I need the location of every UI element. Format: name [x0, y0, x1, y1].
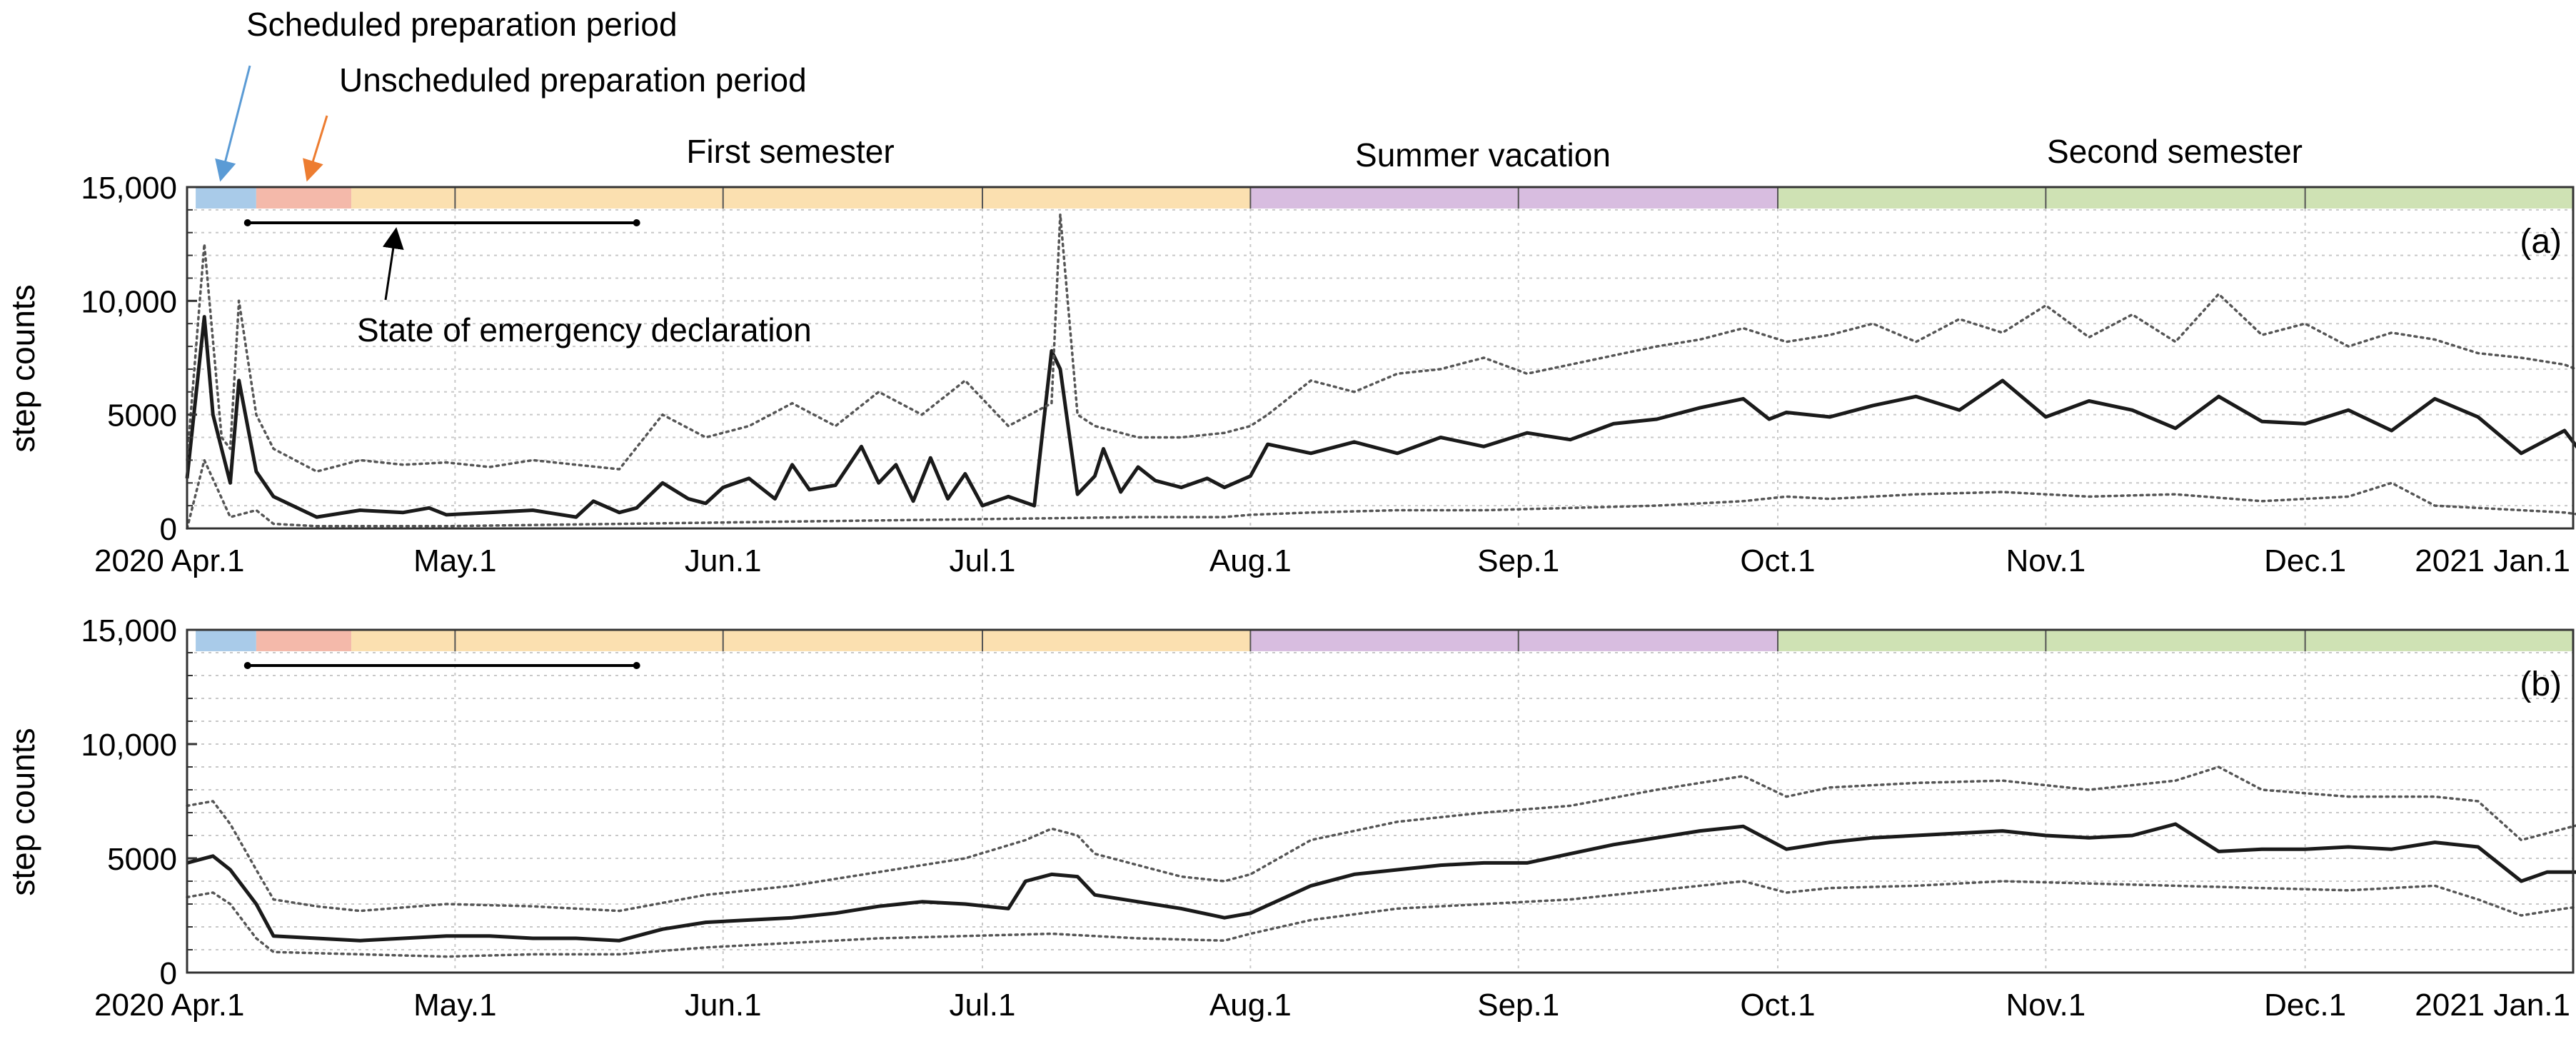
emergency-annotation: State of emergency declaration	[357, 311, 812, 348]
scheduled-period-annotation: Scheduled preparation period	[246, 6, 678, 43]
period-band-scheduled	[196, 630, 256, 651]
y-tick-label: 15,000	[81, 613, 177, 648]
period-band-second_semester	[1778, 630, 2573, 651]
x-tick-label: 2020 Apr.1	[94, 543, 244, 578]
x-tick-label: Sep.1	[1477, 543, 1559, 578]
period-band-second_semester	[1778, 187, 2573, 209]
y-axis-label: step counts	[4, 284, 41, 452]
y-tick-label: 5000	[107, 842, 177, 877]
y-tick-label: 10,000	[81, 728, 177, 763]
period-band-summer	[1250, 630, 1778, 651]
x-tick-label: Oct.1	[1740, 543, 1815, 578]
x-tick-label: Jul.1	[950, 543, 1016, 578]
emergency-arrow	[382, 227, 404, 301]
period-band-first_semester	[351, 630, 1251, 651]
x-tick-label: Jul.1	[950, 988, 1016, 1023]
series-upper-quantile	[186, 213, 2576, 473]
y-tick-label: 15,000	[81, 171, 177, 206]
panel-a: 0 5000 10,000 15,000 2020 Apr.1 May.1 Jun.1 Jul…	[4, 171, 2576, 578]
y-tick-label: 0	[160, 956, 177, 991]
panel-b: 0 5000 10,000 15,000 2020 Apr.1 May.1 Jun.1 Jul…	[4, 613, 2576, 1023]
plot-frame	[186, 628, 2575, 974]
x-tick-label: 2021 Jan.1	[2415, 988, 2570, 1023]
x-tick-label: 2020 Apr.1	[94, 988, 244, 1023]
y-tick-label: 5000	[107, 398, 177, 433]
scheduled-arrow	[215, 65, 251, 182]
panel-label: (a)	[2520, 223, 2562, 261]
emergency-period-start	[243, 662, 251, 669]
x-tick-label: Jun.1	[685, 988, 762, 1023]
emergency-period-start	[243, 219, 251, 226]
x-tick-label: Nov.1	[2006, 543, 2086, 578]
x-tick-label: 2021 Jan.1	[2415, 543, 2570, 578]
unscheduled-arrow	[303, 115, 328, 182]
x-tick-label: Oct.1	[1740, 988, 1815, 1023]
y-tick-label: 0	[160, 512, 177, 547]
x-tick-label: May.1	[413, 543, 497, 578]
unscheduled-period-annotation: Unscheduled preparation period	[339, 61, 807, 99]
x-tick-label: Dec.1	[2264, 988, 2346, 1023]
x-tick-label: Dec.1	[2264, 543, 2346, 578]
period-label-first-semester: First semester	[686, 133, 894, 170]
panel-label: (b)	[2520, 666, 2562, 703]
period-label-summer-vacation: Summer vacation	[1355, 136, 1611, 174]
x-tick-label: Jun.1	[685, 543, 762, 578]
x-tick-label: Aug.1	[1209, 543, 1292, 578]
x-tick-label: Sep.1	[1477, 988, 1559, 1023]
plot-frame	[186, 186, 2575, 530]
emergency-period-end	[633, 219, 640, 226]
emergency-period-end	[633, 662, 640, 669]
period-label-second-semester: Second semester	[2047, 133, 2303, 170]
period-band-unscheduled	[256, 630, 352, 651]
period-band-unscheduled	[256, 187, 352, 209]
y-tick-label: 10,000	[81, 284, 177, 319]
period-band-first_semester	[351, 187, 1251, 209]
series-median	[186, 822, 2576, 943]
period-band-summer	[1250, 187, 1778, 209]
y-axis-label: step counts	[4, 728, 41, 895]
x-tick-label: May.1	[413, 988, 497, 1023]
series-lower-quantile	[186, 880, 2576, 958]
x-tick-label: Aug.1	[1209, 988, 1292, 1023]
series-lower-quantile	[186, 458, 2576, 530]
series-upper-quantile	[186, 766, 2576, 913]
x-tick-label: Nov.1	[2006, 988, 2086, 1023]
period-band-scheduled	[196, 187, 256, 209]
series-median	[185, 315, 2576, 519]
